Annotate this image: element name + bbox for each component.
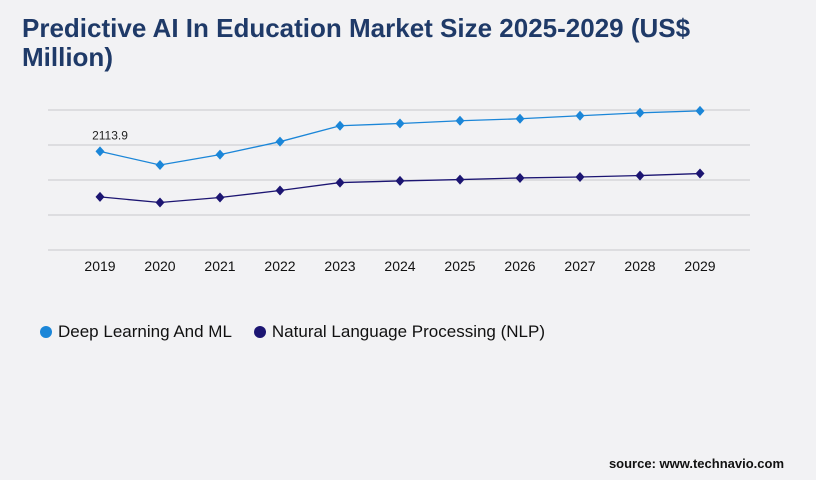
x-tick-label: 2021: [204, 258, 235, 274]
data-point: [215, 149, 225, 160]
data-point: [515, 113, 525, 124]
legend-item-nlp: Natural Language Processing (NLP): [253, 322, 546, 342]
data-point: [275, 185, 285, 196]
data-point: [215, 192, 225, 203]
data-point: [275, 136, 285, 147]
data-point: [635, 170, 645, 181]
data-point: [95, 191, 105, 202]
source-text: source: www.technavio.com: [608, 456, 784, 471]
x-tick-label: 2027: [564, 258, 595, 274]
x-tick-label: 2019: [84, 258, 115, 274]
data-point: [335, 120, 345, 131]
data-point: [95, 146, 105, 157]
data-point: [515, 172, 525, 183]
data-point: [695, 168, 705, 179]
data-point: [155, 197, 165, 208]
legend-label: Deep Learning And ML: [58, 322, 232, 341]
data-point: [455, 174, 465, 185]
data-point: [635, 107, 645, 118]
x-tick-label: 2026: [504, 258, 535, 274]
legend: Deep Learning And ML Natural Language Pr…: [40, 322, 545, 342]
data-point: [575, 110, 585, 121]
data-point: [335, 177, 345, 188]
data-point: [695, 105, 705, 116]
legend-marker-icon: [253, 326, 266, 338]
data-point: [395, 175, 405, 186]
legend-item-deep-learning: Deep Learning And ML: [40, 322, 232, 342]
x-tick-label: 2022: [264, 258, 295, 274]
data-point: [455, 115, 465, 126]
data-point: [395, 118, 405, 129]
x-tick-label: 2028: [624, 258, 655, 274]
x-tick-label: 2023: [324, 258, 355, 274]
data-point: [155, 160, 165, 171]
x-tick-label: 2025: [444, 258, 475, 274]
data-label: 2113.9: [92, 128, 128, 142]
legend-label: Natural Language Processing (NLP): [271, 322, 546, 341]
data-point: [575, 171, 585, 182]
line-chart: 2019 2020 2021 2022 2023 2024 2025 2026 2027 2028…: [48, 105, 750, 274]
legend-marker-icon: [40, 326, 52, 338]
x-tick-label: 2024: [384, 258, 415, 274]
chart-title: Predictive AI In Education Market Size 2…: [22, 13, 691, 72]
x-tick-label: 2020: [144, 258, 175, 274]
x-tick-label: 2029: [684, 258, 715, 274]
